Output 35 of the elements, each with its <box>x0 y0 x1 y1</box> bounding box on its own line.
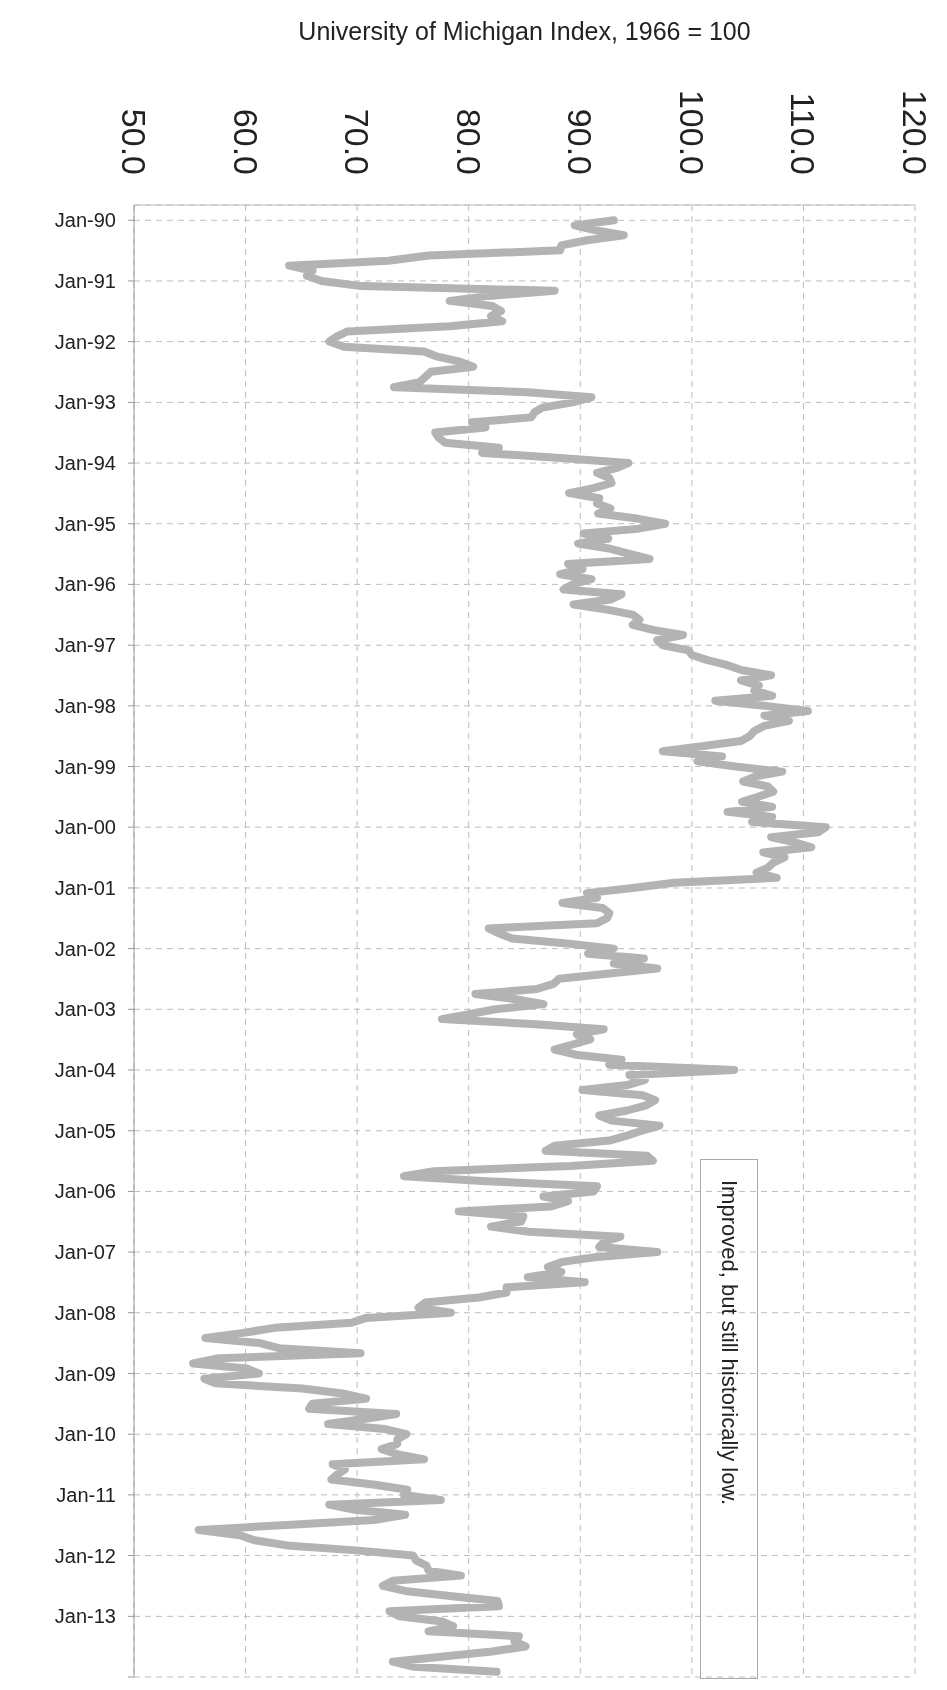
x-tick-label: 110.0 <box>784 92 823 175</box>
y-tick-label: Jan-02 <box>54 937 116 960</box>
x-tick-label: 120.0 <box>896 89 934 175</box>
y-tick-label: Jan-04 <box>54 1058 116 1081</box>
y-tick-label: Jan-90 <box>54 209 116 232</box>
y-tick-label: Jan-94 <box>54 452 116 475</box>
annotation: Improved, but still historically low. <box>716 1179 742 1506</box>
y-tick-label: Jan-92 <box>54 330 116 353</box>
y-tick-label: Jan-05 <box>54 1119 116 1142</box>
y-tick-label: Jan-98 <box>54 694 116 717</box>
x-tick-label: 50.0 <box>115 108 153 175</box>
y-tick-label: Jan-95 <box>54 512 116 535</box>
y-tick-label: Jan-96 <box>54 573 116 596</box>
y-tick-label: Jan-97 <box>54 634 116 657</box>
y-tick-label: Jan-11 <box>56 1483 116 1506</box>
y-tick-label: Jan-06 <box>54 1180 116 1203</box>
y-tick-label: Jan-93 <box>54 391 116 414</box>
y-tick-label: Jan-01 <box>54 876 116 899</box>
y-tick-label: Jan-08 <box>54 1301 116 1324</box>
x-axis-title: University of Michigan Index, 1966 = 100 <box>298 17 751 45</box>
y-tick-label: Jan-12 <box>54 1544 116 1567</box>
x-tick-label: 80.0 <box>449 108 488 175</box>
y-tick-label: Jan-09 <box>54 1362 116 1385</box>
y-tick-label: Jan-00 <box>54 816 116 839</box>
x-tick-label: 90.0 <box>561 108 600 175</box>
x-tick-label: 70.0 <box>338 108 377 175</box>
y-tick-label: Jan-07 <box>54 1241 116 1264</box>
y-tick-label: Jan-10 <box>54 1423 116 1446</box>
y-tick-label: Jan-13 <box>54 1605 116 1628</box>
y-tick-label: Jan-91 <box>54 269 116 292</box>
x-tick-label: 60.0 <box>226 108 265 175</box>
y-tick-label: Jan-99 <box>54 755 116 778</box>
note-frame: Improved, but still historically low. <box>700 1159 758 1679</box>
x-tick-label: 100.0 <box>672 89 711 175</box>
y-tick-label: Jan-03 <box>54 998 116 1021</box>
